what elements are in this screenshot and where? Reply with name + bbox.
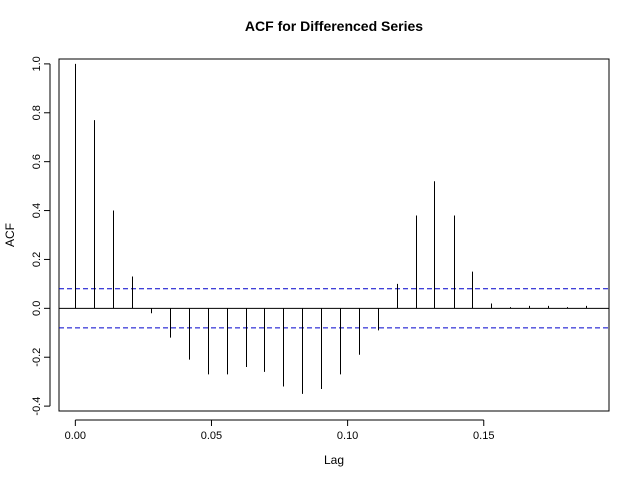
y-tick-label: -0.4 <box>31 397 43 416</box>
x-tick-label: 0.15 <box>473 430 494 442</box>
plot-area <box>59 63 609 394</box>
y-axis: -0.4 -0.2 0.0 0.2 0.4 0.6 0.8 1.0 <box>31 56 51 416</box>
y-tick-label: 0.2 <box>31 252 43 267</box>
x-tick-label: 0.05 <box>201 430 222 442</box>
y-tick-label: 0.8 <box>31 105 43 120</box>
plot-frame <box>58 58 610 412</box>
x-tick-label: 0.10 <box>337 430 358 442</box>
y-tick-label: 0.6 <box>31 154 43 169</box>
y-tick-label: 1.0 <box>31 56 43 71</box>
y-tick-label: -0.2 <box>31 348 43 367</box>
y-tick-label: 0.4 <box>31 203 43 218</box>
x-axis: 0.00 0.05 0.10 0.15 <box>65 419 494 442</box>
x-tick-label: 0.00 <box>65 430 86 442</box>
y-tick-label: 0.0 <box>31 301 43 316</box>
chart-title: ACF for Differenced Series <box>245 18 423 34</box>
x-axis-label: Lag <box>324 453 344 467</box>
y-axis-label: ACF <box>3 223 17 247</box>
